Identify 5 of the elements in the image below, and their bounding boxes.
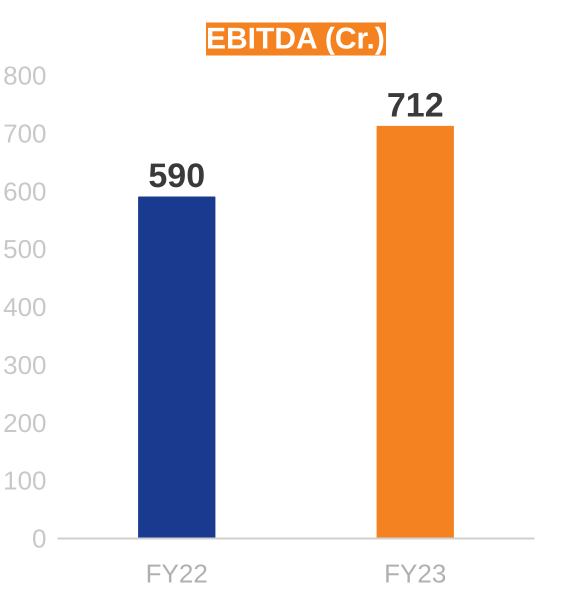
data-label: 712 (386, 86, 444, 124)
data-label: 590 (148, 157, 206, 196)
chart-title: EBITDA (Cr.) (206, 22, 385, 56)
x-tick-label: FY23 (384, 558, 446, 588)
x-tick-label: FY22 (146, 558, 208, 588)
